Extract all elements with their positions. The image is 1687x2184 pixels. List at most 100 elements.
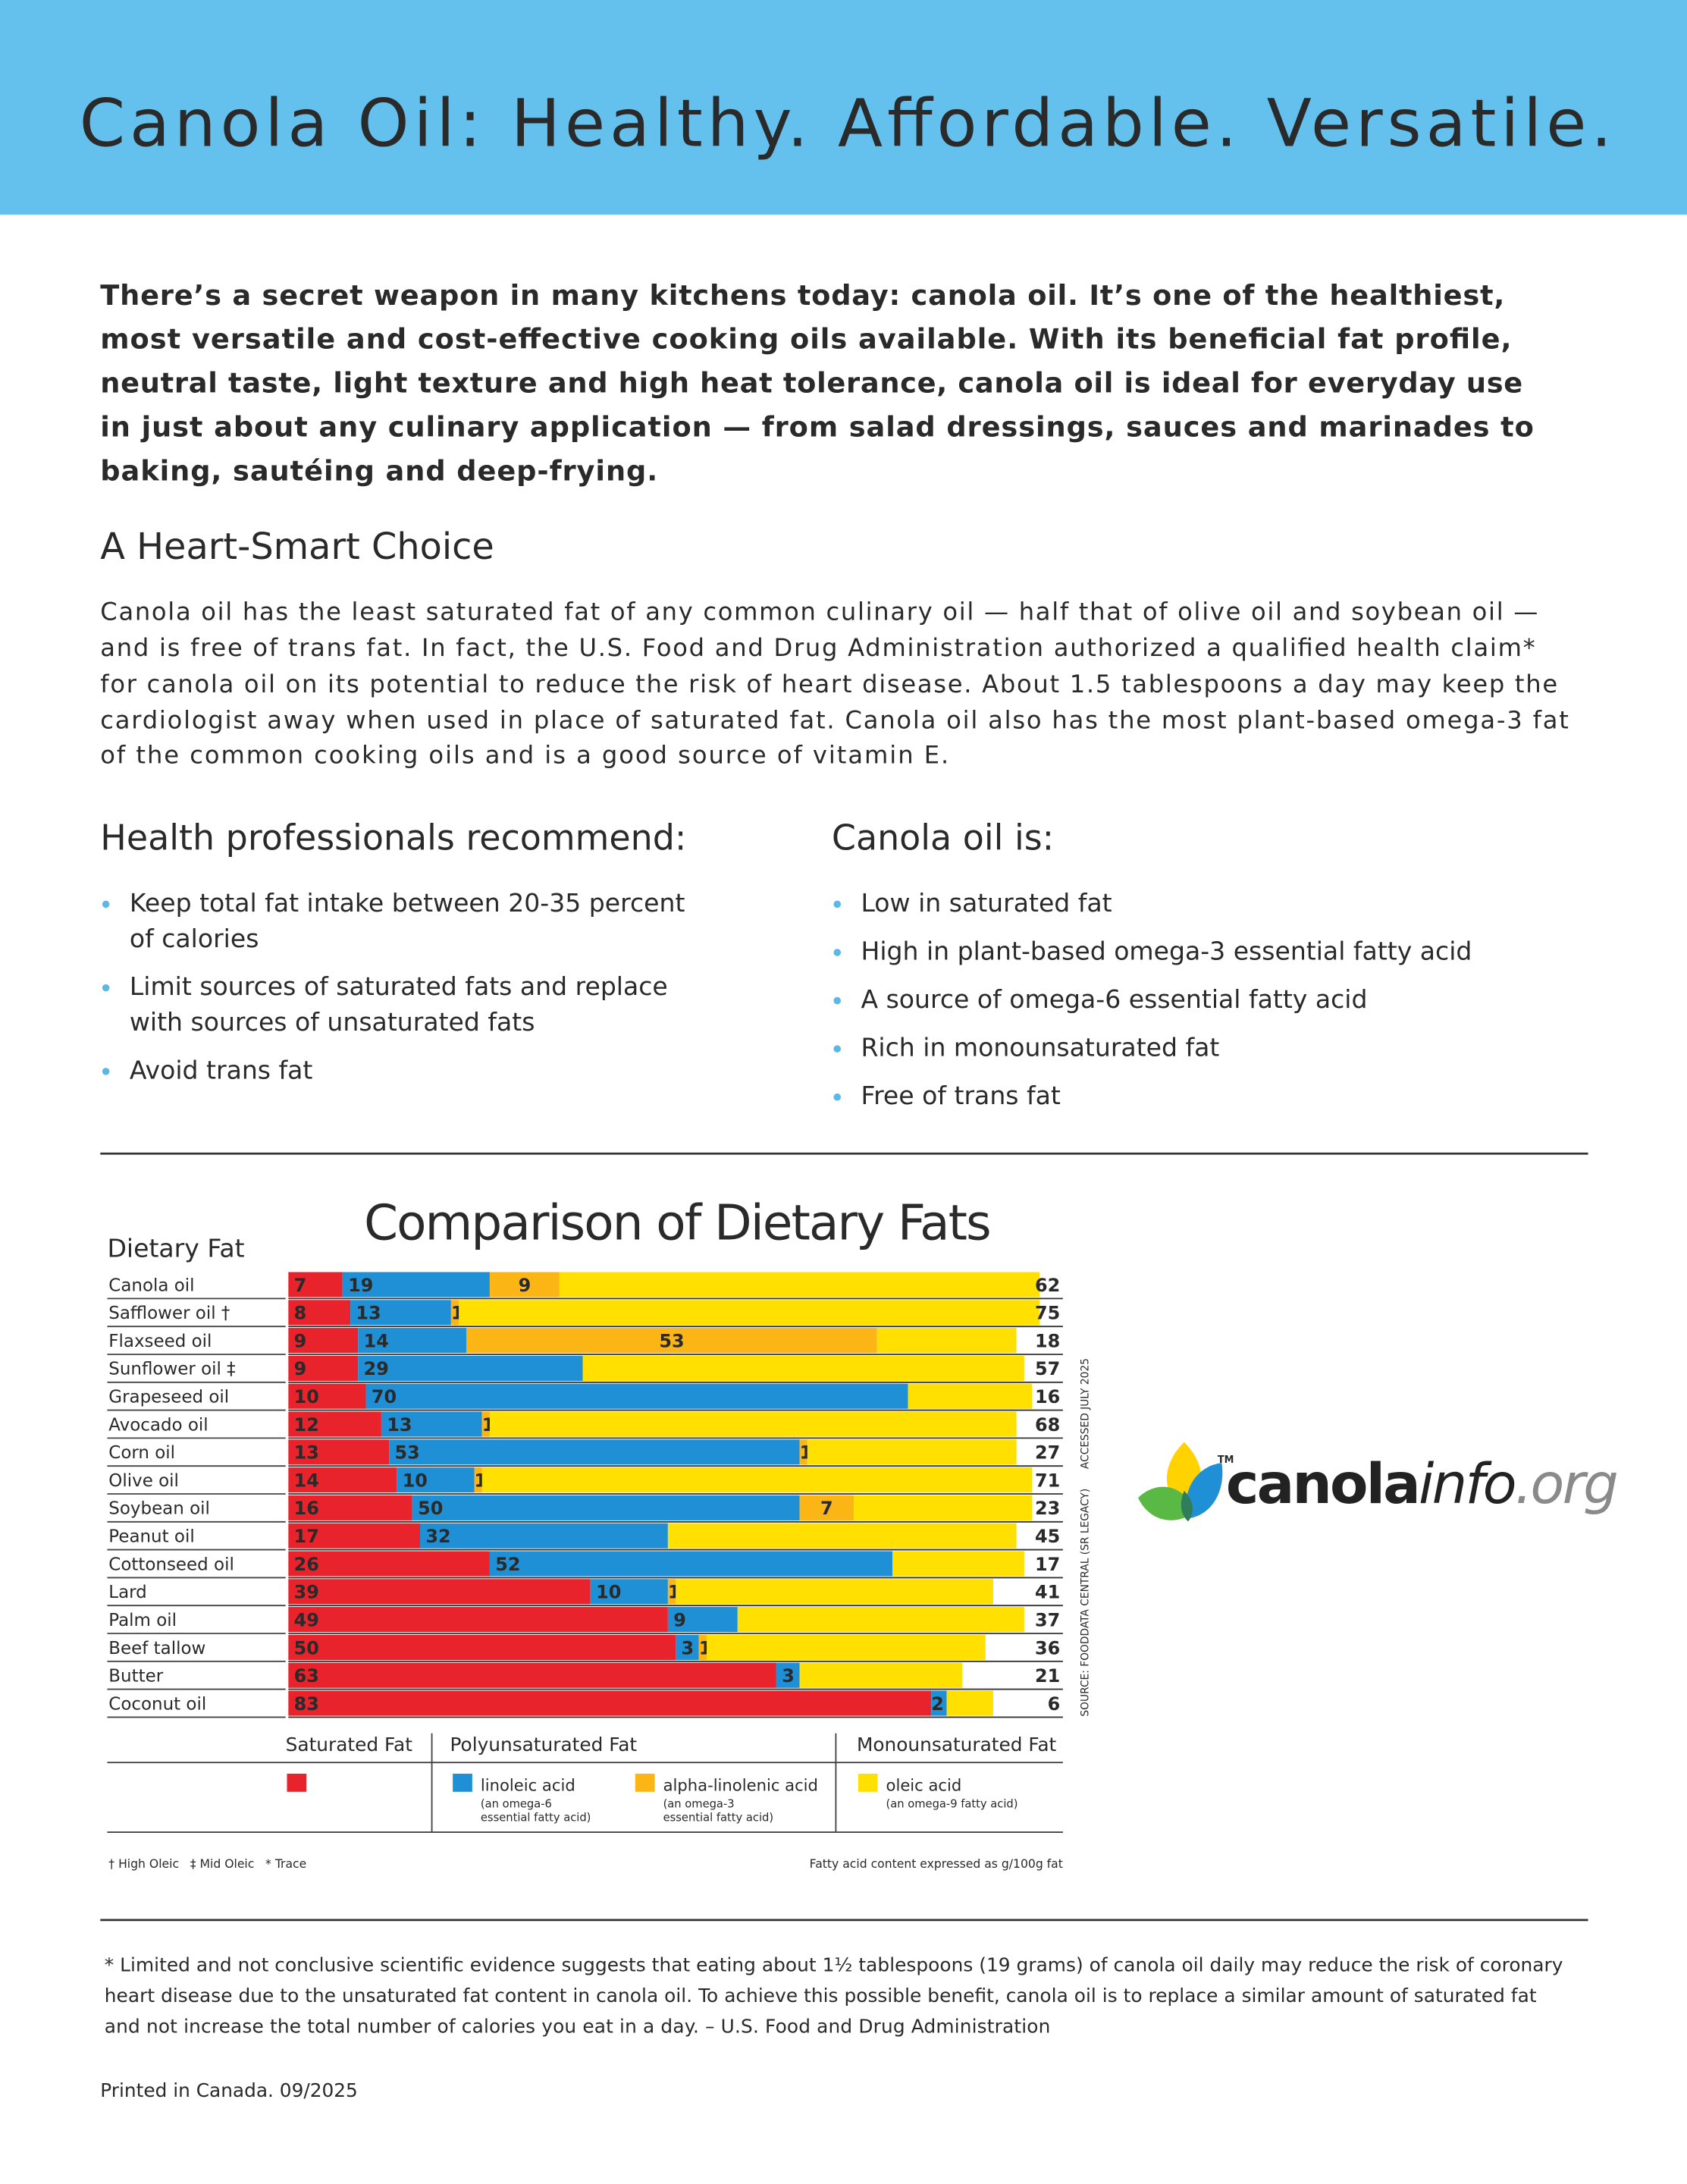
- value-label: 32: [425, 1526, 450, 1547]
- bar-segment: [799, 1439, 807, 1465]
- page-title: Canola Oil: Healthy. Affordable. Versati…: [80, 86, 1612, 162]
- intro-line: baking, sautéing and deep-frying.: [100, 454, 657, 487]
- bar-segment: [481, 1411, 490, 1437]
- bar-segment: [466, 1328, 877, 1354]
- bar-segment: [419, 1523, 668, 1549]
- category-label: Flaxseed oil: [108, 1332, 212, 1351]
- source-note: SOURCE: FOODDATA CENTRAL (SR LEGACY) ACCE…: [1079, 1358, 1091, 1717]
- bar-segment: [807, 1439, 1017, 1465]
- printed-note: Printed in Canada. 09/2025: [100, 2079, 358, 2101]
- bullet: [833, 996, 842, 1005]
- value-label: 6: [1048, 1693, 1061, 1715]
- value-label: 13: [294, 1442, 319, 1464]
- value-label: 63: [294, 1665, 319, 1687]
- bar-segment: [776, 1662, 800, 1688]
- value-label: 26: [294, 1554, 319, 1575]
- legend-swatch: [858, 1773, 878, 1792]
- bar-segment: [288, 1579, 591, 1605]
- value-label: 41: [1035, 1582, 1060, 1603]
- bar-segment: [931, 1690, 947, 1716]
- source-text: SOURCE: FOODDATA CENTRAL (SR LEGACY): [1079, 1489, 1091, 1717]
- bar-segment: [489, 1272, 560, 1298]
- value-label: 9: [294, 1358, 307, 1379]
- legend-note: (an omega-3: [663, 1797, 735, 1810]
- value-label: 13: [356, 1303, 381, 1324]
- bar-segment: [288, 1355, 359, 1381]
- bar-segment: [698, 1634, 707, 1660]
- value-label: 49: [294, 1609, 319, 1630]
- bar-segment: [288, 1272, 343, 1298]
- bar-segment: [908, 1383, 1033, 1409]
- logo-part: info: [1419, 1452, 1515, 1517]
- bar-segment: [667, 1607, 738, 1633]
- category-label: Soybean oil: [108, 1499, 210, 1519]
- bar-segment: [559, 1272, 1040, 1298]
- list-item: Free of trans fat: [861, 1081, 1060, 1110]
- bullet: [102, 900, 110, 908]
- bullet: [102, 1068, 110, 1075]
- value-label: 70: [372, 1386, 397, 1407]
- value-label: 27: [1035, 1442, 1060, 1464]
- bar-segment: [667, 1579, 676, 1605]
- value-label: 9: [673, 1609, 686, 1630]
- category-label: Canola oil: [108, 1276, 194, 1295]
- bar-segment: [854, 1495, 1033, 1520]
- value-label: 45: [1035, 1526, 1060, 1547]
- bar-segment: [876, 1328, 1017, 1354]
- value-label: 52: [495, 1554, 520, 1575]
- category-label: Peanut oil: [108, 1527, 194, 1547]
- value-label: 16: [294, 1498, 319, 1519]
- axis-label: Dietary Fat: [107, 1234, 244, 1263]
- legend-label: oleic acid: [886, 1775, 962, 1794]
- header-band: [0, 0, 1687, 215]
- bar-segment: [288, 1383, 366, 1409]
- value-label: 19: [348, 1275, 373, 1296]
- category-label: Palm oil: [108, 1611, 177, 1630]
- value-label: 2: [931, 1693, 944, 1715]
- category-label: Coconut oil: [108, 1694, 206, 1714]
- bullet: [833, 1045, 842, 1053]
- list-item: Avoid trans fat: [130, 1055, 313, 1084]
- category-label: Lard: [108, 1583, 146, 1602]
- category-label: Beef tallow: [108, 1639, 205, 1658]
- value-label: 12: [294, 1414, 319, 1436]
- bar-segment: [288, 1495, 412, 1520]
- intro-line: There’s a secret weapon in many kitchens…: [100, 279, 1504, 312]
- value-label: 14: [364, 1330, 389, 1351]
- intro-line: in just about any culinary application —…: [100, 410, 1534, 443]
- list-item: Low in saturated fat: [861, 888, 1112, 918]
- value-label: 13: [387, 1414, 412, 1436]
- list-item: Limit sources of saturated fats and repl…: [130, 971, 668, 1001]
- source-date: ACCESSED JULY 2025: [1079, 1358, 1091, 1469]
- value-label: 53: [394, 1442, 419, 1464]
- paragraph-line: cardiologist away when used in place of …: [100, 706, 1569, 735]
- category-label: Corn oil: [108, 1443, 175, 1463]
- list-item: of calories: [130, 924, 259, 953]
- category-label: Olive oil: [108, 1471, 179, 1491]
- footnote-line: and not increase the total number of cal…: [105, 2015, 1051, 2037]
- bar-segment: [288, 1300, 351, 1326]
- value-label: 53: [659, 1330, 684, 1351]
- value-label: 75: [1035, 1303, 1060, 1324]
- bullet: [102, 984, 110, 992]
- category-label: Sunflower oil ‡: [108, 1360, 235, 1379]
- list-item: Rich in monounsaturated fat: [861, 1033, 1219, 1062]
- bar-segment: [342, 1272, 490, 1298]
- value-label: 10: [294, 1386, 319, 1407]
- symbol-note: ‡ Mid Oleic: [190, 1857, 255, 1871]
- legend-note: (an omega-6: [481, 1797, 552, 1810]
- bar-segment: [288, 1634, 676, 1660]
- bar-segment: [450, 1300, 459, 1326]
- paragraph-line: for canola oil on its potential to reduc…: [100, 670, 1557, 698]
- bar-segment: [288, 1328, 359, 1354]
- value-label: 7: [820, 1498, 833, 1519]
- bar-segment: [892, 1551, 1024, 1577]
- intro-line: neutral taste, light texture and high he…: [100, 367, 1522, 400]
- bar-segment: [667, 1523, 1017, 1549]
- bar-segment: [799, 1662, 963, 1688]
- section-heading: A Heart-Smart Choice: [100, 526, 494, 568]
- section-heading: Health professionals recommend:: [100, 817, 686, 858]
- footnote-line: heart disease due to the unsaturated fat…: [105, 1985, 1537, 2007]
- intro-line: most versatile and cost-effective cookin…: [100, 323, 1511, 356]
- bar-segment: [389, 1439, 800, 1465]
